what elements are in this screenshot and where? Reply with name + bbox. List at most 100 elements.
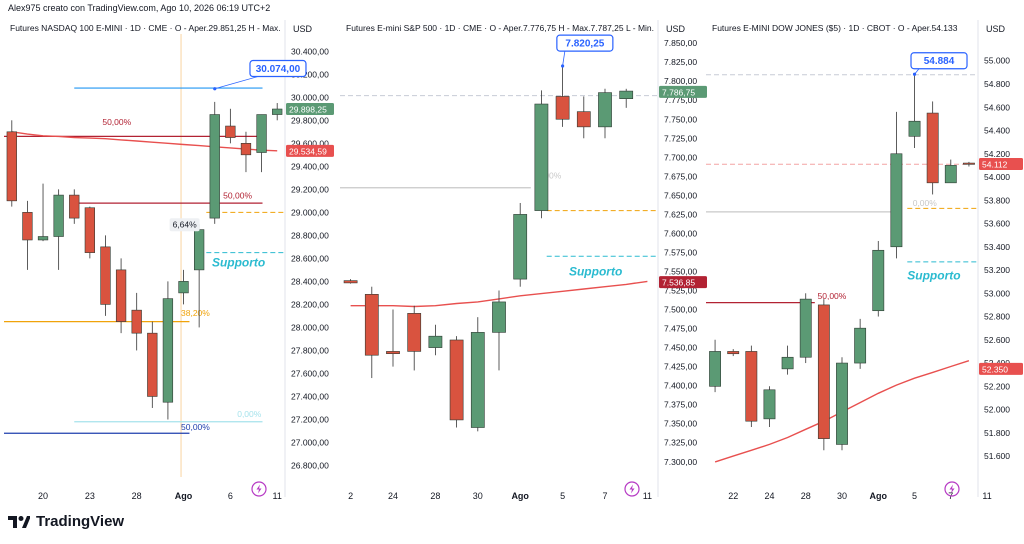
y-tick-label: 7.400,00: [664, 381, 697, 391]
candle-body: [272, 108, 283, 115]
x-tick-label: 28: [430, 491, 440, 501]
y-tick-label: 7.300,00: [664, 457, 697, 467]
y-tick-label: 7.650,00: [664, 190, 697, 200]
support-label: Supporto: [569, 264, 622, 278]
flash-icon: [251, 481, 267, 497]
y-tick-label: 7.475,00: [664, 324, 697, 334]
candle-body: [240, 143, 252, 156]
flash-icon: [624, 481, 640, 497]
price-badge-label: 7.786,75: [662, 87, 695, 97]
x-tick-label: Ago: [511, 491, 529, 501]
y-tick-label: 27.000,00: [291, 437, 329, 447]
candle-body: [147, 332, 158, 397]
y-tick-label: 53.400: [984, 242, 1010, 252]
y-tick-label: 7.850,00: [664, 38, 697, 48]
y-tick-label: 26.800,00: [291, 460, 329, 470]
price-badge-label: 29.534,59: [289, 146, 327, 156]
x-tick-label: 28: [132, 491, 142, 501]
candle-body: [449, 339, 464, 421]
currency-label: USD: [666, 24, 686, 34]
y-tick-label: 7.425,00: [664, 362, 697, 372]
y-tick-label: 52.000: [984, 405, 1010, 415]
tradingview-logo-icon: [8, 515, 30, 528]
support-label: Supporto: [212, 255, 265, 269]
callout-box: [249, 59, 307, 78]
candle-body: [209, 114, 220, 219]
x-tick-label: 23: [85, 491, 95, 501]
candle-body: [6, 131, 17, 202]
y-tick-label: 52.600: [984, 335, 1010, 345]
y-tick-label: 7.825,00: [664, 57, 697, 67]
candle-body: [225, 125, 236, 138]
y-tick-label: 54.400: [984, 126, 1010, 136]
x-tick-label: 7: [602, 491, 607, 501]
y-tick-label: 29.600,00: [291, 138, 329, 148]
candle-body: [115, 269, 127, 322]
candle-body: [944, 165, 957, 184]
y-tick-label: 27.600,00: [291, 368, 329, 378]
x-tick-label: 5: [912, 491, 917, 501]
y-tick-label: 53.200: [984, 265, 1010, 275]
callout-box: [556, 34, 614, 52]
level-label: 0,00%: [237, 409, 262, 419]
candle-body: [343, 280, 358, 284]
y-tick-label: 7.525,00: [664, 286, 697, 296]
candle-body: [364, 294, 379, 356]
y-tick-label: 54.600: [984, 102, 1010, 112]
candle-body: [470, 332, 485, 428]
y-tick-label: 30.000,00: [291, 92, 329, 102]
level-label: 50,00%: [181, 422, 210, 432]
x-tick-label: 30: [473, 491, 483, 501]
currency-label: USD: [986, 24, 1006, 34]
y-tick-label: 53.000: [984, 288, 1010, 298]
candle-body: [619, 90, 634, 99]
candle-body: [534, 103, 549, 211]
callout-dot: [912, 72, 917, 76]
price-badge-label: 54.112: [982, 159, 1008, 169]
currency-label: USD: [293, 24, 313, 34]
candle-body: [908, 120, 921, 137]
price-badge-label: 52.350: [982, 364, 1008, 374]
y-tick-label: 27.400,00: [291, 391, 329, 401]
candle-body: [84, 207, 96, 253]
level-label: 0,00%: [913, 198, 938, 208]
x-tick-label: 30: [837, 491, 847, 501]
flash-bolt: [629, 484, 635, 494]
candle-body: [162, 298, 174, 403]
y-tick-label: 7.800,00: [664, 76, 697, 86]
support-label: Supporto: [907, 268, 960, 282]
y-tick-label: 28.800,00: [291, 230, 329, 240]
candle-body: [69, 194, 80, 219]
flash-bolt: [256, 484, 262, 494]
footer: TradingView: [8, 513, 124, 530]
y-tick-label: 54.800: [984, 79, 1010, 89]
candle-body: [53, 194, 64, 237]
y-tick-label: 28.200,00: [291, 299, 329, 309]
callout-box: [910, 52, 968, 70]
callout-pointer: [562, 51, 566, 67]
candle-body: [817, 304, 830, 439]
candle-body: [872, 249, 885, 312]
flash-icon: [944, 481, 960, 497]
candle-body: [799, 298, 812, 358]
candle-body: [22, 212, 33, 241]
candle-body: [256, 114, 267, 153]
y-tick-label: 30.400,00: [291, 46, 329, 56]
x-tick-label: 6: [228, 491, 233, 501]
candle-body: [836, 362, 848, 445]
callout-label: 7.820,25: [565, 39, 604, 50]
candle-body: [555, 96, 570, 120]
candle-body: [963, 162, 975, 165]
percent-box: [169, 218, 200, 232]
candle-body: [926, 112, 939, 184]
y-tick-label: 7.750,00: [664, 114, 697, 124]
candle-body: [37, 236, 49, 241]
charts-area: Futures NASDAQ 100 E-MINI · 1D · CME · O…: [4, 20, 1023, 501]
callout-label: 30.074,00: [256, 64, 301, 75]
y-tick-label: 28.000,00: [291, 322, 329, 332]
x-tick-label: Ago: [870, 491, 888, 501]
y-tick-label: 7.450,00: [664, 343, 697, 353]
flash-bolt: [949, 484, 955, 494]
price-badge: [979, 157, 1023, 170]
y-tick-label: 7.500,00: [664, 305, 697, 315]
